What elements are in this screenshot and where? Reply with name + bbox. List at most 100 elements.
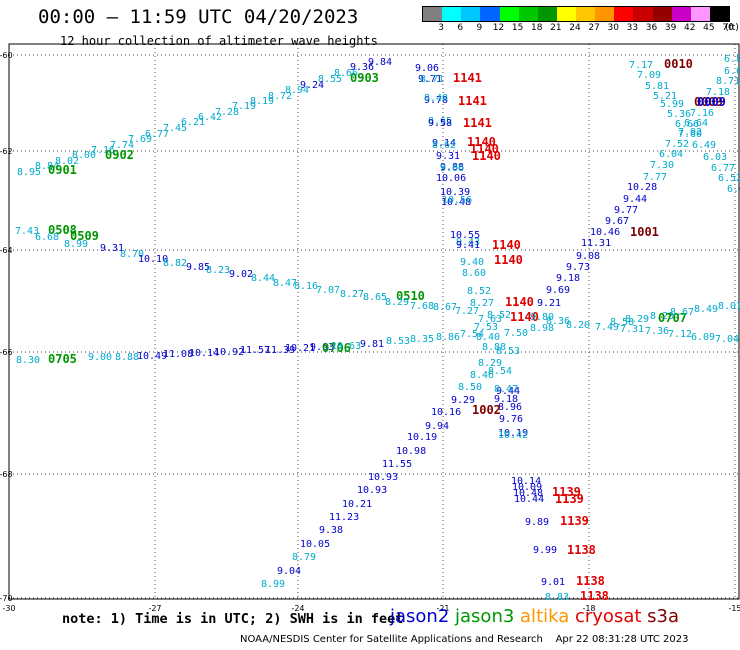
time-marker-label: 1140 [470, 142, 499, 156]
time-marker-label: 0510 [396, 289, 425, 303]
wave-height-label: 10.48 [441, 197, 471, 208]
wave-height-label: 7.45 [163, 123, 187, 134]
wave-height-label: 10.39 [440, 187, 470, 198]
wave-height-label: 5.81 [645, 81, 669, 92]
wave-height-label: 7.68 [410, 301, 434, 312]
wave-height-label: 9.21 [537, 298, 561, 309]
wave-height-label: 7.92 [678, 127, 702, 138]
wave-height-label: 9.78 [424, 95, 448, 106]
satellite-legend: jason2 jason3 altika cryosat s3a [390, 606, 679, 627]
time-marker-label: 1141 [458, 94, 487, 108]
lon-tick-label: -18 [582, 604, 595, 613]
wave-height-label: 9.02 [229, 269, 253, 280]
wave-height-label: 7.60 [678, 129, 702, 140]
legend-swatch [671, 7, 691, 21]
wave-height-label: 9.36 [350, 62, 374, 73]
wave-height-label: 10.42 [498, 430, 528, 441]
wave-height-label: 8.27 [340, 289, 364, 300]
wave-height-label: 9.76 [499, 414, 523, 425]
wave-height-label: 9.31 [436, 151, 460, 162]
wave-height-label: 9.40 [460, 257, 484, 268]
time-marker-label: 1140 [510, 310, 539, 324]
time-marker-label: 1138 [576, 574, 605, 588]
time-marker-label: 0707 [658, 311, 687, 325]
wave-height-label: 10.14 [189, 348, 219, 359]
lat-tick-label: -70 [0, 594, 13, 603]
wave-height-label: 6.04 [659, 149, 683, 160]
time-marker-label: 0509 [70, 229, 99, 243]
wave-height-label: 8.84 [35, 161, 59, 172]
wave-height-label: 8.00 [72, 150, 96, 161]
legend-label: 45 [703, 23, 715, 33]
wave-height-label: 10.21 [342, 499, 372, 510]
legend-swatch [461, 7, 481, 21]
wave-height-label: 11.55 [382, 459, 412, 470]
wave-height-label: 7.43 [15, 226, 39, 237]
wave-height-label: 10.44 [514, 494, 544, 505]
lat-tick-label: -62 [0, 147, 13, 156]
wave-height-label: 7.69 [128, 134, 152, 145]
lon-tick-label: -27 [148, 604, 161, 613]
wave-height-label: 9.41 [456, 240, 480, 251]
wave-height-label: 9.94 [425, 421, 449, 432]
wave-height-label: 7.53 [474, 322, 498, 333]
satellite-cryosat: cryosat [574, 606, 648, 627]
wave-height-label: 10.98 [396, 446, 426, 457]
legend-swatch [423, 7, 443, 21]
wave-height-label: 8.66 [334, 68, 358, 79]
wave-height-label: 10.55 [450, 230, 480, 241]
legend-swatch [480, 7, 500, 21]
wave-height-label: 8.35 [410, 334, 434, 345]
legend-label: 12 [492, 23, 505, 33]
legend-label: (ft) [725, 23, 739, 33]
time-marker-label: 1001 [630, 225, 659, 239]
wave-height-label: 7.52 [665, 139, 689, 150]
time-marker-label: 1138 [567, 543, 596, 557]
time-marker-label: 1139 [555, 492, 584, 506]
wave-height-label: 10.19 [407, 432, 437, 443]
wave-height-label: 9.63 [310, 342, 334, 353]
legend-label: 70 [722, 23, 734, 33]
legend-swatch [537, 7, 557, 21]
wave-height-label: 6.09 [691, 332, 715, 343]
wave-height-label: 7.04 [715, 334, 739, 345]
lon-tick-label: -15 [728, 604, 740, 613]
wave-height-label: 6.77 [711, 163, 735, 174]
lat-tick-label: -64 [0, 246, 13, 255]
wave-height-label: 9.08 [576, 251, 600, 262]
legend-label: 30 [607, 23, 619, 33]
wave-height-label: 10.92 [214, 347, 244, 358]
wave-height-label: 9.99 [533, 545, 557, 556]
wave-height-label: 8.99 [64, 239, 88, 250]
wave-height-label: 8.28 [650, 311, 674, 322]
wave-height-label: 9.73 [566, 262, 590, 273]
wave-height-label: 8.16 [294, 281, 318, 292]
legend-swatch [690, 7, 710, 21]
wave-height-label: 10.09 [512, 482, 542, 493]
wave-height-label: 10.63 [331, 341, 361, 352]
time-marker-label: 1140 [494, 253, 523, 267]
wave-height-label: 9.14 [432, 138, 456, 149]
time-marker-label: 1139 [552, 485, 581, 499]
time-marker-label: 1002 [472, 403, 501, 417]
wave-height-label: 7.30 [650, 160, 674, 171]
wave-height-label: 8.94 [285, 85, 309, 96]
legend-label: 3 [438, 23, 444, 33]
legend-swatch [442, 7, 462, 21]
wave-height-label: 8.79 [292, 552, 316, 563]
color-scale-labels: 3 6 9 12 15 18 21 24 27 30 33 36 39 42 45 70 (ft) [422, 23, 739, 35]
wave-height-label: 9.77 [614, 205, 638, 216]
wave-height-label: 9.67 [605, 216, 629, 227]
wave-height-label: 8.65 [363, 292, 387, 303]
time-marker-label: 0010 [664, 57, 693, 71]
wave-height-label: 7.49 [595, 322, 619, 333]
time-marker-label: 1141 [453, 71, 482, 85]
wave-height-label: 9.31 [100, 243, 124, 254]
wave-height-label: 8.23 [206, 265, 230, 276]
wave-height-label: 8.88 [115, 352, 139, 363]
legend-label: 39 [664, 23, 677, 33]
wave-height-label: 9.89 [525, 517, 549, 528]
wave-height-label: 7.63 [478, 314, 502, 325]
legend-swatch [633, 7, 653, 21]
legend-swatch [614, 7, 634, 21]
